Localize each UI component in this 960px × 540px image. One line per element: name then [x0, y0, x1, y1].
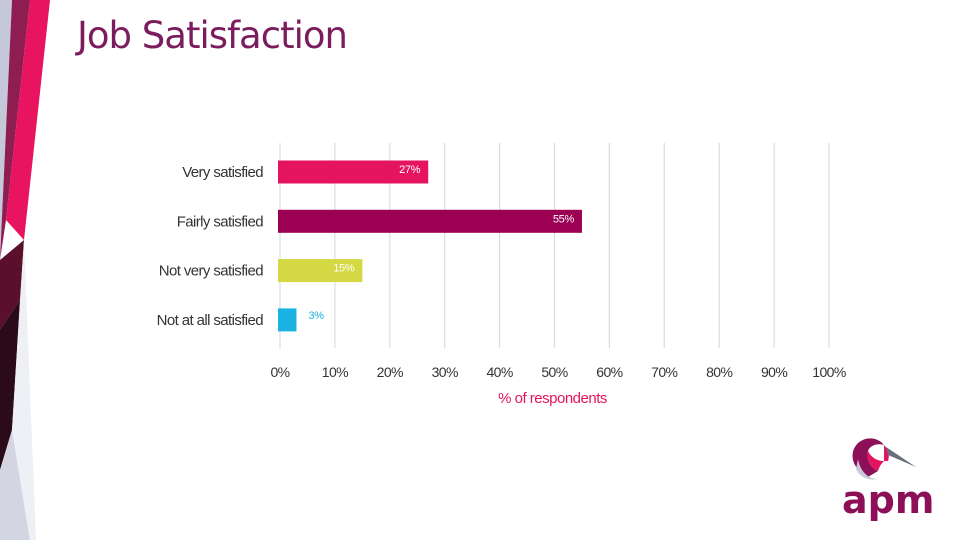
x-tick-label: 30% — [432, 364, 458, 380]
data-label: 15% — [333, 263, 355, 275]
category-label: Not at all satisfied — [157, 312, 264, 329]
x-tick-label: 80% — [706, 364, 732, 380]
x-axis-title: % of respondents — [498, 390, 607, 407]
x-tick-label: 100% — [812, 364, 846, 380]
category-label: Fairly satisfied — [177, 213, 264, 230]
category-label: Very satisfied — [182, 164, 263, 181]
bar — [278, 308, 297, 332]
logo-text: apm — [842, 478, 933, 522]
data-label: 3% — [308, 310, 324, 322]
x-tick-label: 50% — [541, 364, 567, 380]
bar — [278, 160, 429, 184]
x-tick-label: 10% — [322, 364, 348, 380]
x-tick-label: 0% — [270, 364, 289, 380]
x-tick-label: 60% — [596, 364, 622, 380]
side-decoration — [0, 0, 50, 540]
slide-title: Job Satisfaction — [77, 14, 348, 57]
apm-logo: apm — [842, 438, 933, 522]
x-tick-label: 90% — [761, 364, 787, 380]
bar — [278, 259, 363, 283]
heron-icon — [852, 438, 916, 480]
x-tick-label: 20% — [377, 364, 403, 380]
category-label: Not very satisfied — [159, 263, 263, 280]
data-label: 55% — [553, 213, 575, 225]
data-label: 27% — [399, 164, 421, 176]
bar — [278, 209, 582, 233]
x-tick-label: 40% — [486, 364, 512, 380]
x-tick-label: 70% — [651, 364, 677, 380]
